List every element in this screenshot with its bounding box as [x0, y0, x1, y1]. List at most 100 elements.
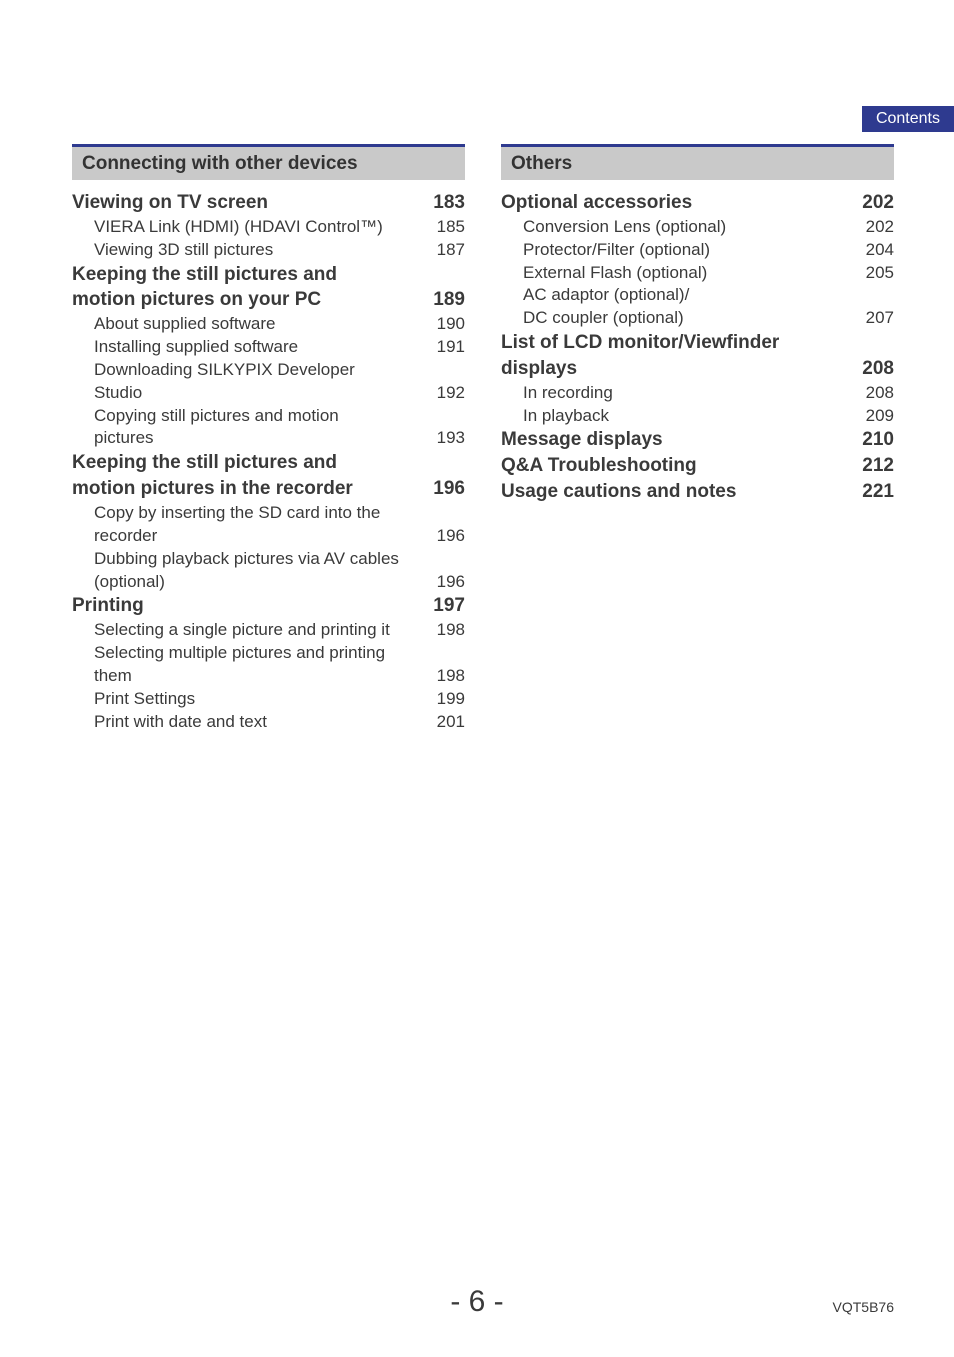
- toc-entry[interactable]: pictures 193: [72, 427, 465, 450]
- toc-entry[interactable]: displays 208: [501, 356, 894, 382]
- toc-entry[interactable]: Conversion Lens (optional) 202: [501, 216, 894, 239]
- toc-page: 201: [435, 711, 465, 734]
- toc-label: Copy by inserting the SD card into the: [94, 502, 380, 525]
- toc-entry[interactable]: List of LCD monitor/Viewfinder: [501, 330, 894, 356]
- toc-page: 204: [864, 239, 894, 262]
- toc-label: Studio: [94, 382, 142, 405]
- toc-entry[interactable]: Keeping the still pictures and: [72, 450, 465, 476]
- toc-entry[interactable]: Message displays 210: [501, 427, 894, 453]
- toc-entry[interactable]: recorder 196: [72, 525, 465, 548]
- toc-page: 209: [864, 405, 894, 428]
- toc-entry: Downloading SILKYPIX Developer: [72, 359, 465, 382]
- toc-page: 190: [435, 313, 465, 336]
- toc-page: 210: [860, 427, 894, 453]
- toc-entry[interactable]: Keeping the still pictures and: [72, 262, 465, 288]
- toc-entry: Copying still pictures and motion: [72, 405, 465, 428]
- toc-label: Installing supplied software: [94, 336, 298, 359]
- toc-label: Copying still pictures and motion: [94, 405, 339, 428]
- toc-entry[interactable]: Viewing on TV screen 183: [72, 190, 465, 216]
- toc-label: Viewing on TV screen: [72, 190, 268, 216]
- toc-label: them: [94, 665, 132, 688]
- toc-label: External Flash (optional): [523, 262, 707, 285]
- toc-label: Optional accessories: [501, 190, 692, 216]
- toc-page: 205: [864, 262, 894, 285]
- toc-label: In recording: [523, 382, 613, 405]
- toc-label: recorder: [94, 525, 157, 548]
- toc-page: 183: [431, 190, 465, 216]
- toc-label: Keeping the still pictures and: [72, 262, 337, 288]
- toc-entry: Dubbing playback pictures via AV cables: [72, 548, 465, 571]
- toc-entry[interactable]: Viewing 3D still pictures 187: [72, 239, 465, 262]
- doc-code: VQT5B76: [833, 1299, 894, 1315]
- toc-label: Protector/Filter (optional): [523, 239, 710, 262]
- toc-page: 221: [860, 479, 894, 505]
- toc-label: DC coupler (optional): [523, 307, 684, 330]
- toc-page: 192: [435, 382, 465, 405]
- toc-page: 202: [860, 190, 894, 216]
- toc-page: 191: [435, 336, 465, 359]
- toc-columns: Connecting with other devices Viewing on…: [72, 144, 894, 734]
- toc-label: displays: [501, 356, 577, 382]
- toc-page: 187: [435, 239, 465, 262]
- toc-label: Conversion Lens (optional): [523, 216, 726, 239]
- toc-entry[interactable]: Protector/Filter (optional) 204: [501, 239, 894, 262]
- toc-page: 198: [435, 619, 465, 642]
- toc-entry[interactable]: Q&A Troubleshooting 212: [501, 453, 894, 479]
- toc-page: 196: [435, 525, 465, 548]
- toc-entry[interactable]: Usage cautions and notes 221: [501, 479, 894, 505]
- toc-label: AC adaptor (optional)/: [523, 284, 689, 307]
- toc-entry[interactable]: Optional accessories 202: [501, 190, 894, 216]
- section-header-others: Others: [501, 144, 894, 180]
- toc-entry[interactable]: External Flash (optional) 205: [501, 262, 894, 285]
- toc-entry[interactable]: In recording 208: [501, 382, 894, 405]
- toc-entry: Selecting multiple pictures and printing: [72, 642, 465, 665]
- left-column: Connecting with other devices Viewing on…: [72, 144, 465, 734]
- toc-page: 193: [435, 427, 465, 450]
- toc-page: 196: [431, 476, 465, 502]
- toc-entry[interactable]: VIERA Link (HDMI) (HDAVI Control™) 185: [72, 216, 465, 239]
- page-container: Contents Connecting with other devices V…: [0, 0, 954, 1357]
- toc-entry[interactable]: Selecting a single picture and printing …: [72, 619, 465, 642]
- toc-page: 197: [431, 593, 465, 619]
- toc-entry: AC adaptor (optional)/: [501, 284, 894, 307]
- toc-page: 212: [860, 453, 894, 479]
- toc-entry[interactable]: Print with date and text 201: [72, 711, 465, 734]
- toc-entry: Copy by inserting the SD card into the: [72, 502, 465, 525]
- toc-entry[interactable]: Studio 192: [72, 382, 465, 405]
- toc-entry[interactable]: Print Settings 199: [72, 688, 465, 711]
- toc-label: Selecting multiple pictures and printing: [94, 642, 385, 665]
- toc-entry[interactable]: (optional) 196: [72, 571, 465, 594]
- toc-page: 199: [435, 688, 465, 711]
- toc-label: Printing: [72, 593, 144, 619]
- toc-entry[interactable]: In playback 209: [501, 405, 894, 428]
- toc-label: Selecting a single picture and printing …: [94, 619, 390, 642]
- toc-label: Keeping the still pictures and: [72, 450, 337, 476]
- toc-entry[interactable]: them 198: [72, 665, 465, 688]
- toc-page: 208: [864, 382, 894, 405]
- toc-page: 189: [431, 287, 465, 313]
- toc-label: List of LCD monitor/Viewfinder: [501, 330, 779, 356]
- toc-entry[interactable]: Printing 197: [72, 593, 465, 619]
- toc-label: About supplied software: [94, 313, 275, 336]
- toc-label: pictures: [94, 427, 154, 450]
- toc-page: 185: [435, 216, 465, 239]
- toc-entry[interactable]: Installing supplied software 191: [72, 336, 465, 359]
- toc-entry[interactable]: About supplied software 190: [72, 313, 465, 336]
- section-header-connecting: Connecting with other devices: [72, 144, 465, 180]
- toc-page: 198: [435, 665, 465, 688]
- toc-page: 207: [864, 307, 894, 330]
- toc-label: Print with date and text: [94, 711, 267, 734]
- toc-label: Usage cautions and notes: [501, 479, 736, 505]
- toc-entry[interactable]: motion pictures on your PC 189: [72, 287, 465, 313]
- toc-label: Viewing 3D still pictures: [94, 239, 273, 262]
- toc-label: Q&A Troubleshooting: [501, 453, 697, 479]
- toc-entry[interactable]: motion pictures in the recorder 196: [72, 476, 465, 502]
- toc-entry[interactable]: DC coupler (optional) 207: [501, 307, 894, 330]
- toc-page: 196: [435, 571, 465, 594]
- toc-page: 208: [860, 356, 894, 382]
- right-column: Others Optional accessories 202 Conversi…: [501, 144, 894, 734]
- toc-label: motion pictures in the recorder: [72, 476, 353, 502]
- page-number: - 6 -: [0, 1285, 954, 1319]
- toc-label: motion pictures on your PC: [72, 287, 321, 313]
- toc-page: 202: [864, 216, 894, 239]
